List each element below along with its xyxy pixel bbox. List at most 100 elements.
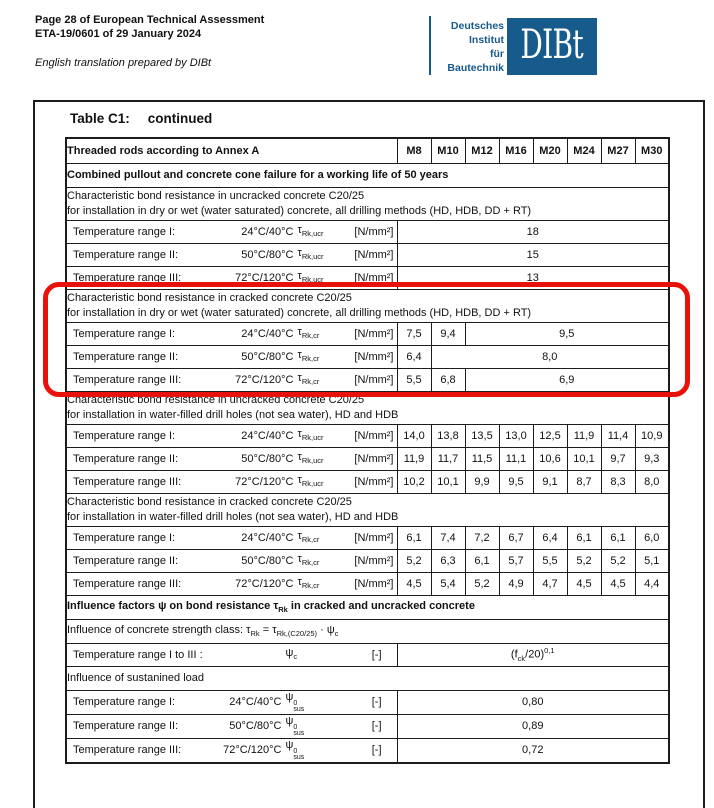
value-cell: 4,5: [600, 571, 636, 596]
table-header-row: Threaded rods according to Annex A M8 M1…: [65, 137, 670, 164]
unit-label: [N/mm²]: [354, 350, 394, 363]
tau-symbol: τRk,cr: [297, 326, 320, 341]
value-cell: 13,5: [464, 423, 500, 448]
row-label-cell: Temperature range II: 50°C/80°C τRk,cr […: [65, 344, 398, 369]
section-line2: for installation in dry or wet (water sa…: [67, 306, 532, 319]
unit-label: [N/mm²]: [354, 531, 394, 544]
sustained-load-header-cell: Influence of sustanined load: [65, 665, 670, 691]
row-label-cell: Temperature range III: 72°C/120°C ψ 0 sus …: [65, 737, 398, 763]
value-cell: 6,4: [532, 525, 568, 550]
table-row: Temperature range III: 72°C/120°C τRk,cr…: [65, 367, 670, 392]
unit-label: [N/mm²]: [354, 225, 394, 238]
value-cell: 14,0: [396, 423, 432, 448]
value-cell: 11,9: [566, 423, 602, 448]
temp-range: 24°C/40°C: [241, 225, 294, 238]
value-cell: 13,8: [430, 423, 466, 448]
value-cell: 13,0: [498, 423, 534, 448]
value-cell: 4,7: [532, 571, 568, 596]
tau-symbol: τRk,cr: [297, 372, 320, 387]
value-cell: 6,1: [566, 525, 602, 550]
size-header: M16: [498, 137, 534, 164]
temp-range: 72°C/120°C: [235, 577, 294, 590]
temp-range: 72°C/120°C: [235, 373, 294, 386]
tau-symbol: τRk,ucr: [297, 247, 324, 262]
row-label-cell: Temperature range I: 24°C/40°C τRk,cr [N…: [65, 525, 398, 550]
section-line2: for installation in water-filled drill h…: [67, 510, 399, 523]
section-header-row: Characteristic bond resistance in cracke…: [65, 492, 670, 527]
psi-symbol: ψ: [158, 599, 167, 612]
temp-range: 72°C/120°C: [223, 744, 282, 756]
tau-symbol: τRk,cr: [297, 530, 320, 545]
section-header-cell: Characteristic bond resistance in uncrac…: [65, 390, 670, 425]
temp-range: 50°C/80°C: [241, 248, 294, 261]
row-label-cell: Temperature range III: 72°C/120°C τRk,cr…: [65, 367, 398, 392]
page-header: Page 28 of European Technical Assessment…: [35, 13, 264, 41]
tau-symbol: τRk,ucr: [297, 224, 324, 239]
value-cell: 0,89: [396, 713, 670, 739]
row-label: Temperature range III:: [73, 475, 182, 488]
section-line1: Characteristic bond resistance in uncrac…: [67, 393, 365, 406]
row-label-cell: Temperature range I: 24°C/40°C τRk,ucr […: [65, 219, 398, 244]
section-header-cell: Characteristic bond resistance in cracke…: [65, 288, 670, 323]
value-cell: 6,3: [430, 548, 466, 573]
row-label-cell: Temperature range III: 72°C/120°C τRk,uc…: [65, 469, 398, 494]
unit-label: [N/mm²]: [354, 452, 394, 465]
value-cell: 11,4: [600, 423, 636, 448]
table-row: Temperature range I to III : ψc [-] (fck…: [65, 642, 670, 667]
value-cell: 5,4: [430, 571, 466, 596]
row-label-cell: Temperature range I: 24°C/40°C τRk,ucr […: [65, 423, 398, 448]
sustained-load-header-row: Influence of sustanined load: [65, 665, 670, 691]
table-row: Temperature range II: 50°C/80°C τRk,ucr …: [65, 242, 670, 267]
section-line1: Characteristic bond resistance in uncrac…: [67, 189, 365, 202]
value-cell: 6,1: [600, 525, 636, 550]
row-label: Temperature range I:: [73, 327, 176, 340]
value-cell: 5,5: [532, 548, 568, 573]
value-cell: 9,5: [464, 321, 670, 346]
tau-symbol: τRk,ucr: [297, 270, 324, 285]
value-cell: 5,5: [396, 367, 432, 392]
dibt-logotype: DIBt: [520, 21, 584, 68]
value-cell: 8,3: [600, 469, 636, 494]
value-cell: 10,6: [532, 446, 568, 471]
value-cell: 13: [396, 265, 670, 290]
temp-range: 24°C/40°C: [241, 327, 294, 340]
psi-symbol: ψ: [326, 623, 335, 636]
working-life-cell: Combined pullout and concrete cone failu…: [65, 162, 670, 188]
value-cell: 4,9: [498, 571, 534, 596]
influence-header-cell: Influence factors ψ on bond resistance τ…: [65, 594, 670, 620]
value-cell: 0,72: [396, 737, 670, 763]
value-cell: 10,2: [396, 469, 432, 494]
value-cell: 9,9: [464, 469, 500, 494]
value-cell: 18: [396, 219, 670, 244]
tau-symbol: τRk,ucr: [297, 451, 324, 466]
section-header-row: Characteristic bond resistance in uncrac…: [65, 390, 670, 425]
table-row: Temperature range I: 24°C/40°C τRk,ucr […: [65, 219, 670, 244]
row-label: Temperature range III:: [73, 744, 182, 756]
page-header-line1: Page 28 of European Technical Assessment: [35, 14, 265, 26]
table-row: Temperature range I: 24°C/40°C τRk,cr [N…: [65, 321, 670, 346]
unit-label: [-]: [371, 648, 382, 661]
size-header: M30: [634, 137, 670, 164]
psi-sus-symbol: ψ 0 sus: [285, 714, 305, 737]
unit-label: [N/mm²]: [354, 248, 394, 261]
value-cell: 9,7: [600, 446, 636, 471]
value-cell: 10,1: [430, 469, 466, 494]
temp-range: 50°C/80°C: [241, 350, 294, 363]
table-row: Temperature range I: 24°C/40°C τRk,ucr […: [65, 423, 670, 448]
value-cell: 9,3: [634, 446, 670, 471]
temp-range: 72°C/120°C: [235, 475, 294, 488]
logo-divider-line: [429, 16, 431, 75]
value-cell: 6,8: [430, 367, 466, 392]
table-row: Temperature range III: 72°C/120°C τRk,cr…: [65, 571, 670, 596]
value-cell: 9,1: [532, 469, 568, 494]
psi-sus-symbol: ψ 0 sus: [285, 738, 305, 761]
table-row: Temperature range I: 24°C/40°C τRk,cr [N…: [65, 525, 670, 550]
institute-line: Institut: [469, 34, 504, 46]
temp-range: 50°C/80°C: [241, 452, 294, 465]
row-label-cell: Temperature range III: 72°C/120°C τRk,uc…: [65, 265, 398, 290]
table-title-main: Table C1:: [70, 111, 130, 126]
unit-label: [-]: [371, 720, 382, 732]
row-label: Temperature range III:: [73, 373, 182, 386]
psi-symbol: ψc: [285, 647, 298, 662]
section-header-cell: Characteristic bond resistance in cracke…: [65, 492, 670, 527]
